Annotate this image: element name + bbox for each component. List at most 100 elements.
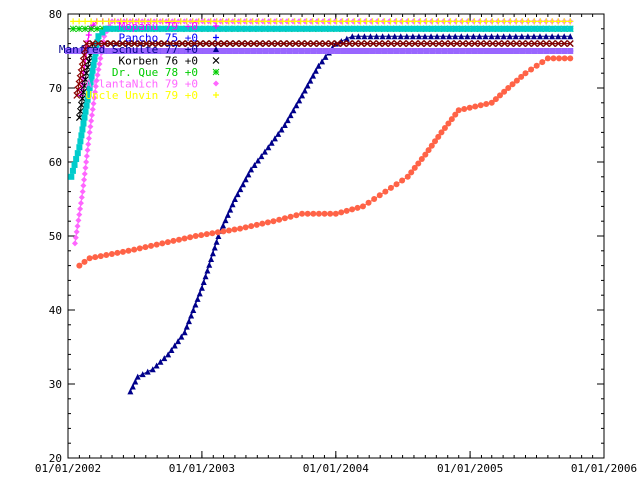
- data-point: [303, 40, 311, 48]
- data-point: [525, 40, 532, 48]
- legend-label: Uncle Unvin 79 +0: [85, 89, 198, 102]
- data-point: [280, 40, 287, 48]
- data-point: [86, 85, 93, 91]
- data-point: [118, 18, 125, 25]
- y-tick-label: 20: [49, 452, 62, 465]
- data-point: [220, 40, 228, 48]
- data-point: [93, 44, 100, 51]
- data-point: [196, 290, 203, 297]
- data-point: [423, 48, 430, 54]
- data-point: [91, 56, 98, 63]
- data-point: [423, 40, 431, 48]
- data-point: [505, 85, 512, 91]
- data-point: [470, 25, 477, 32]
- data-point: [399, 177, 406, 184]
- data-point: [464, 33, 471, 40]
- data-point: [224, 211, 231, 218]
- data-point: [477, 40, 485, 48]
- data-point: [231, 196, 238, 202]
- data-point: [130, 48, 137, 54]
- data-point: [97, 253, 104, 260]
- data-point: [397, 33, 404, 40]
- data-point: [255, 18, 262, 25]
- data-point: [506, 25, 513, 32]
- data-point: [142, 40, 150, 48]
- data-point: [287, 112, 294, 119]
- data-point: [411, 48, 418, 54]
- data-point: [213, 34, 219, 41]
- data-point: [374, 25, 381, 32]
- data-point: [189, 18, 196, 25]
- data-point: [80, 82, 88, 90]
- data-point: [465, 48, 472, 54]
- data-point: [363, 40, 371, 48]
- data-point: [81, 76, 89, 83]
- data-point: [256, 40, 264, 48]
- data-point: [566, 40, 574, 48]
- data-point: [355, 33, 362, 40]
- data-point: [549, 33, 556, 40]
- data-point: [148, 48, 155, 54]
- data-point: [296, 25, 303, 32]
- data-point: [163, 25, 170, 32]
- data-point: [327, 210, 334, 217]
- data-point: [314, 25, 321, 32]
- data-point: [80, 51, 88, 59]
- data-point: [68, 173, 75, 180]
- data-point: [513, 18, 520, 25]
- data-point: [461, 105, 468, 112]
- data-point: [92, 89, 99, 96]
- data-point: [307, 77, 314, 84]
- data-point: [448, 116, 455, 123]
- data-point: [241, 25, 248, 32]
- data-point: [89, 67, 96, 74]
- data-point: [238, 40, 246, 48]
- data-point: [172, 48, 179, 54]
- data-point: [495, 48, 502, 54]
- data-point: [507, 18, 514, 25]
- data-point: [127, 388, 134, 395]
- data-point: [405, 48, 412, 54]
- data-point: [310, 48, 317, 54]
- data-point: [231, 226, 238, 233]
- data-point: [500, 25, 507, 32]
- data-point: [320, 25, 327, 32]
- data-point: [75, 114, 83, 122]
- data-point: [302, 25, 309, 32]
- data-point: [209, 230, 216, 237]
- data-point: [369, 40, 377, 48]
- data-point: [446, 25, 453, 32]
- data-point: [244, 40, 252, 48]
- data-point: [387, 18, 394, 25]
- data-point: [304, 82, 311, 89]
- y-tick-label: 60: [49, 156, 62, 169]
- data-point: [115, 25, 122, 32]
- data-point: [476, 33, 483, 40]
- data-point: [315, 210, 322, 217]
- data-point: [496, 92, 503, 99]
- data-point: [415, 33, 422, 40]
- data-point: [286, 48, 293, 54]
- data-point: [560, 40, 568, 48]
- data-point: [298, 48, 305, 54]
- data-point: [75, 217, 82, 224]
- data-point: [387, 48, 394, 54]
- data-point: [114, 249, 121, 256]
- data-point: [338, 25, 345, 32]
- data-point: [229, 25, 236, 32]
- data-point: [343, 35, 350, 42]
- data-point: [71, 240, 78, 247]
- data-point: [297, 40, 305, 48]
- data-point: [202, 48, 209, 54]
- data-point: [184, 40, 192, 48]
- data-point: [315, 40, 323, 48]
- data-point: [441, 40, 449, 48]
- data-point: [183, 18, 190, 25]
- data-point: [489, 18, 496, 25]
- data-point: [208, 256, 215, 263]
- data-point: [70, 48, 77, 54]
- data-point: [258, 153, 265, 160]
- data-point: [304, 48, 311, 54]
- data-point: [76, 211, 83, 218]
